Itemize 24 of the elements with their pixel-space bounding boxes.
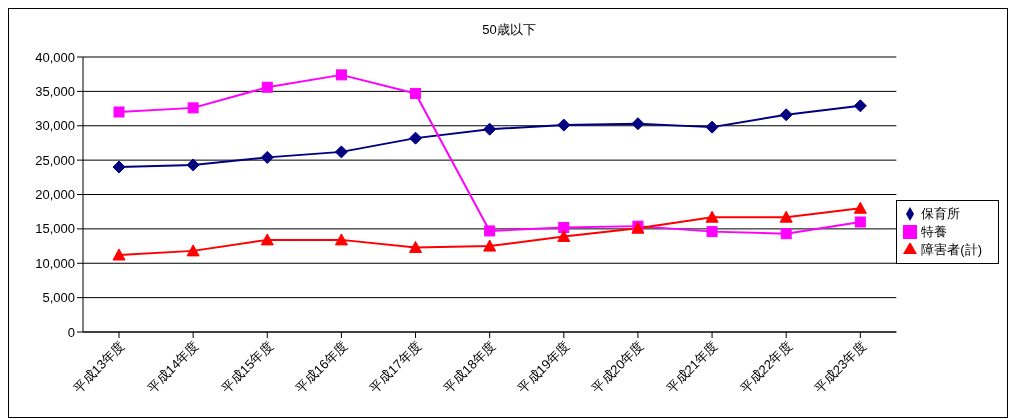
x-tick-label: 平成17年度 <box>366 338 425 396</box>
y-tick-label: 10,000 <box>35 255 75 271</box>
x-tick-label: 平成19年度 <box>514 338 573 396</box>
y-tick-label: 0 <box>67 324 75 340</box>
x-tick-label: 平成22年度 <box>737 338 795 396</box>
x-tick-label: 平成23年度 <box>811 338 869 396</box>
y-tick-label: 15,000 <box>35 221 75 237</box>
x-tick-label: 平成16年度 <box>292 338 351 396</box>
y-tick-label: 40,000 <box>35 49 75 65</box>
y-tick-label: 20,000 <box>35 187 75 203</box>
chart-title: 50歳以下 <box>481 21 537 39</box>
y-tick-label: 25,000 <box>35 152 75 168</box>
legend-label: 保育所 <box>921 205 961 221</box>
y-tick-label: 5,000 <box>42 290 75 306</box>
y-tick-label: 30,000 <box>35 118 75 134</box>
x-tick-label: 平成20年度 <box>588 338 647 396</box>
x-tick-label: 平成13年度 <box>70 338 128 396</box>
legend-label: 特養 <box>921 223 948 239</box>
x-tick-label: 平成21年度 <box>663 338 721 396</box>
legend-label: 障害者(計) <box>921 241 982 257</box>
x-tick-label: 平成15年度 <box>218 338 276 396</box>
x-tick-label: 平成14年度 <box>144 338 202 396</box>
x-tick-label: 平成18年度 <box>440 338 499 396</box>
y-tick-label: 35,000 <box>35 83 75 99</box>
